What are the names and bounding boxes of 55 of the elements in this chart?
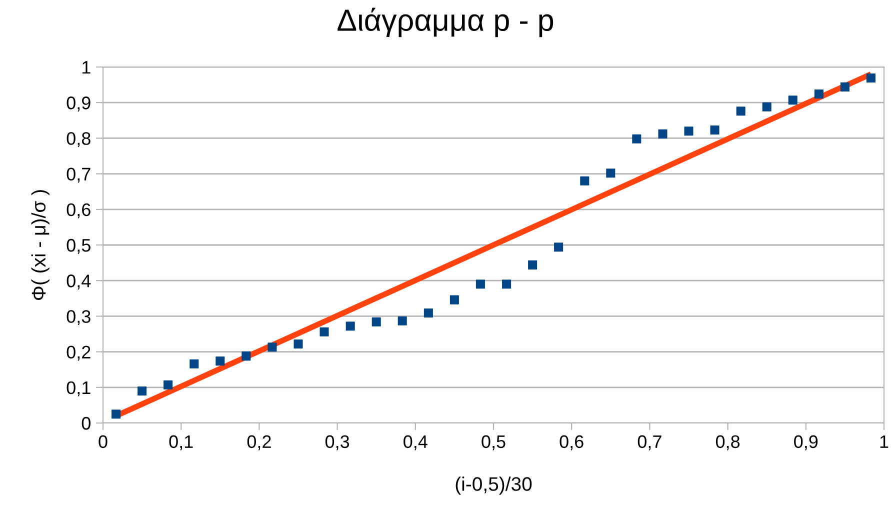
x-tick-label: 0,9	[794, 435, 818, 450]
point	[242, 352, 251, 361]
y-tick-label: 0,3	[66, 310, 90, 326]
x-tick-label: 0,7	[638, 435, 662, 450]
point	[346, 322, 355, 331]
point	[788, 96, 798, 105]
x-axis-title: (i-0,5)/30	[456, 476, 532, 495]
x-tick-label: 1	[880, 435, 888, 448]
point	[814, 90, 824, 99]
point	[502, 280, 512, 289]
x-tick-label: 0,4	[404, 435, 428, 450]
point	[632, 134, 642, 144]
y-tick-label: 0,9	[66, 96, 90, 112]
point	[684, 126, 694, 136]
point	[138, 386, 147, 396]
point	[476, 280, 485, 289]
y-tick-label: 0,7	[66, 168, 90, 183]
point	[424, 308, 433, 318]
point	[294, 339, 303, 348]
point	[736, 106, 746, 116]
x-tick-label: 0,8	[716, 435, 740, 450]
point	[710, 125, 720, 135]
point	[112, 410, 121, 419]
point	[450, 295, 459, 304]
y-tick-label: 0,2	[66, 346, 90, 361]
y-tick-label: 0,6	[66, 203, 90, 218]
y-tick-label: 0,5	[66, 238, 90, 254]
point	[658, 129, 668, 138]
point	[866, 74, 876, 83]
x-tick-label: 0,1	[169, 435, 193, 450]
y-tick-label: 0,8	[66, 132, 90, 148]
point	[164, 380, 173, 390]
x-tick-label: 0,2	[247, 435, 271, 450]
y-tick-label: 0	[82, 416, 90, 430]
point	[398, 316, 407, 326]
point	[190, 359, 199, 368]
point	[606, 168, 616, 178]
x-tick-label: 0,3	[325, 435, 350, 450]
point	[268, 342, 277, 352]
y-tick-label: 0,1	[66, 381, 90, 396]
chart-title: Διάγραμμα p - p	[338, 8, 554, 38]
x-tick-label: 0,5	[482, 435, 506, 450]
point	[528, 260, 538, 270]
point	[554, 242, 564, 252]
y-axis-title: Φ( (xi - μ)/σ )	[31, 190, 50, 300]
point	[320, 327, 329, 336]
point	[580, 176, 590, 186]
y-tick-label: 0,4	[66, 274, 91, 290]
point	[216, 356, 225, 366]
point	[840, 82, 850, 92]
y-tick-label: 1	[82, 61, 90, 74]
point	[372, 317, 381, 326]
x-tick-label: 0,6	[560, 435, 584, 450]
x-tick-label: 0	[98, 435, 108, 448]
point	[762, 102, 772, 112]
